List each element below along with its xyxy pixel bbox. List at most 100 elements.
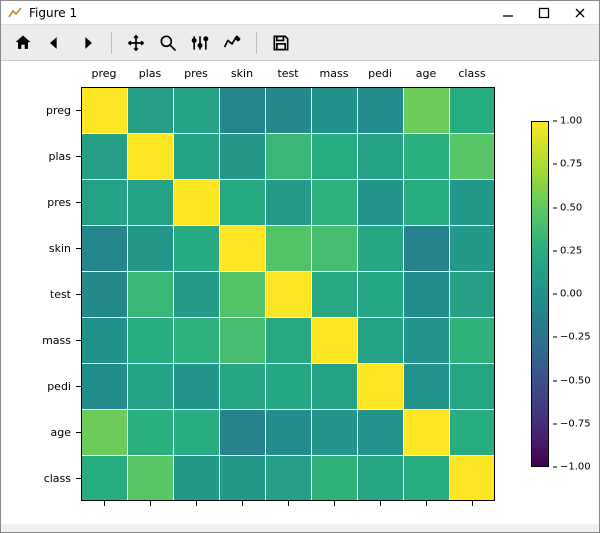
heatmap-cell <box>357 363 403 409</box>
heatmap-cell <box>403 87 449 133</box>
heatmap-cell <box>357 225 403 271</box>
heatmap-cell <box>403 225 449 271</box>
heatmap-cell <box>311 133 357 179</box>
y-label: test <box>1 271 77 317</box>
heatmap-cell <box>127 179 173 225</box>
heatmap-cell <box>265 179 311 225</box>
heatmap-cell <box>403 271 449 317</box>
heatmap-cell <box>311 317 357 363</box>
heatmap-cell <box>219 87 265 133</box>
heatmap-cell <box>81 455 127 501</box>
pan-button[interactable] <box>122 29 150 57</box>
heatmap-cell <box>81 225 127 271</box>
heatmap-cell <box>173 409 219 455</box>
y-tick <box>75 409 81 455</box>
heatmap-cell <box>265 87 311 133</box>
colorbar-ticks: −1.00−0.75−0.50−0.250.000.250.500.751.00 <box>551 121 597 467</box>
heatmap-cell <box>173 455 219 501</box>
heatmap-cell <box>449 271 495 317</box>
colorbar-tick: 1.00 <box>553 116 582 127</box>
heatmap-cell <box>219 225 265 271</box>
heatmap-cell <box>81 317 127 363</box>
heatmap-cell <box>265 133 311 179</box>
heatmap-cell <box>127 317 173 363</box>
x-axis-labels: pregplaspresskintestmasspediageclass <box>81 67 495 85</box>
heatmap-cell <box>265 317 311 363</box>
heatmap-grid <box>81 87 495 501</box>
heatmap-cell <box>311 363 357 409</box>
heatmap-cell <box>265 455 311 501</box>
heatmap-cell <box>311 179 357 225</box>
heatmap-cell <box>403 317 449 363</box>
heatmap-cell <box>265 271 311 317</box>
save-button[interactable] <box>267 29 295 57</box>
y-label: pedi <box>1 363 77 409</box>
colorbar-tick: −0.25 <box>553 332 591 343</box>
mpl-toolbar <box>1 25 599 61</box>
heatmap-cell <box>403 133 449 179</box>
y-label: plas <box>1 133 77 179</box>
colorbar-tick: 0.25 <box>553 245 582 256</box>
maximize-button[interactable] <box>535 4 553 22</box>
heatmap-cell <box>265 225 311 271</box>
x-label: skin <box>219 67 265 85</box>
home-button[interactable] <box>9 29 37 57</box>
heatmap-cell <box>357 317 403 363</box>
heatmap-cell <box>357 271 403 317</box>
x-tick <box>449 501 495 507</box>
edit-button[interactable] <box>218 29 246 57</box>
heatmap-cell <box>219 409 265 455</box>
x-label: preg <box>81 67 127 85</box>
heatmap-cell <box>311 225 357 271</box>
figure-canvas[interactable]: pregplaspresskintestmasspediageclass pre… <box>1 61 599 524</box>
configure-button[interactable] <box>186 29 214 57</box>
heatmap-cell <box>127 87 173 133</box>
y-label: pres <box>1 179 77 225</box>
x-tick <box>127 501 173 507</box>
forward-button[interactable] <box>73 29 101 57</box>
heatmap-cell <box>219 271 265 317</box>
heatmap-plot <box>81 87 495 501</box>
colorbar-tick: −1.00 <box>553 462 591 473</box>
heatmap-cell <box>311 271 357 317</box>
close-button[interactable] <box>571 4 589 22</box>
statusbar <box>1 524 599 532</box>
heatmap-cell <box>173 363 219 409</box>
heatmap-cell <box>81 179 127 225</box>
y-label: skin <box>1 225 77 271</box>
colorbar-tick: −0.50 <box>553 375 591 386</box>
heatmap-cell <box>173 133 219 179</box>
x-tick <box>357 501 403 507</box>
heatmap-cell <box>311 409 357 455</box>
heatmap-cell <box>127 363 173 409</box>
toolbar-separator <box>111 32 112 54</box>
window-title: Figure 1 <box>29 6 499 20</box>
x-tick <box>173 501 219 507</box>
heatmap-cell <box>127 271 173 317</box>
heatmap-cell <box>449 455 495 501</box>
heatmap-cell <box>219 363 265 409</box>
heatmap-cell <box>219 317 265 363</box>
colorbar <box>531 121 549 467</box>
heatmap-cell <box>449 179 495 225</box>
heatmap-cell <box>357 87 403 133</box>
heatmap-cell <box>311 455 357 501</box>
x-label: plas <box>127 67 173 85</box>
back-button[interactable] <box>41 29 69 57</box>
colorbar-tick: 0.00 <box>553 289 582 300</box>
heatmap-cell <box>173 317 219 363</box>
app-icon <box>7 5 23 21</box>
y-tick <box>75 317 81 363</box>
heatmap-cell <box>265 363 311 409</box>
x-tick <box>403 501 449 507</box>
heatmap-cell <box>127 455 173 501</box>
x-label: class <box>449 67 495 85</box>
heatmap-cell <box>357 133 403 179</box>
zoom-button[interactable] <box>154 29 182 57</box>
x-tick <box>265 501 311 507</box>
heatmap-cell <box>173 225 219 271</box>
heatmap-cell <box>403 455 449 501</box>
minimize-button[interactable] <box>499 4 517 22</box>
heatmap-cell <box>265 409 311 455</box>
heatmap-cell <box>403 409 449 455</box>
